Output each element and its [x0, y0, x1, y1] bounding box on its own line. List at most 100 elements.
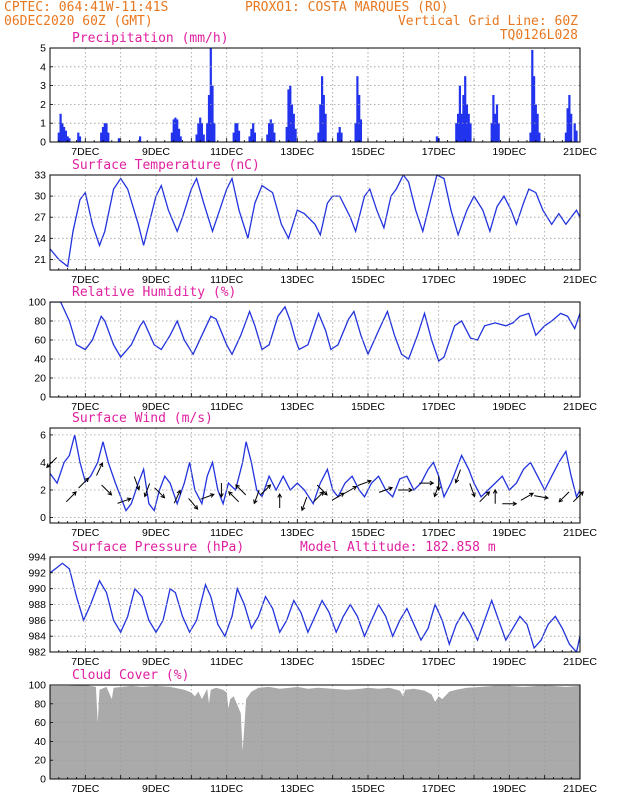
x-tick-label: 9DEC — [142, 146, 170, 158]
temperature-ticks — [58, 266, 572, 270]
x-tick-label: 9DEC — [142, 401, 170, 413]
y-tick-label: 994 — [28, 552, 46, 564]
y-tick-label: 990 — [28, 583, 46, 595]
y-tick-label: 80 — [34, 698, 46, 710]
temperature-data — [50, 175, 580, 268]
wind-vector-arrow — [277, 492, 283, 508]
cloud-cover-data — [50, 685, 580, 779]
pressure-panel: 982 984 986 988 990 992 994 7DEC 9DEC 11DEC 13DEC 1… — [28, 540, 597, 668]
precip-bar — [492, 95, 495, 142]
precip-bar — [268, 123, 271, 142]
precip-bar — [66, 136, 69, 142]
y-tick-label: 992 — [28, 567, 46, 579]
wind-vector-arrow — [218, 483, 224, 499]
precip-bar — [317, 132, 320, 142]
precip-bar — [177, 128, 181, 142]
precip-bar — [322, 95, 325, 142]
humidity-ticks — [58, 393, 572, 397]
header-station-name: PROXO1: COSTA MARQUES (RO) — [245, 0, 449, 15]
precip-bar — [206, 123, 209, 142]
x-tick-label: 13DEC — [280, 146, 314, 158]
precip-bar — [321, 76, 324, 142]
precip-bar — [564, 132, 567, 142]
precip-bar — [495, 104, 499, 142]
precip-bar — [460, 113, 463, 142]
wind-vector-arrow — [436, 476, 442, 492]
wind-vector-arrow — [419, 480, 435, 486]
precip-bar — [176, 119, 179, 142]
precip-bar — [172, 119, 175, 142]
wind-vector-arrow — [133, 476, 141, 491]
wind-title: Surface Wind (m/s) — [72, 411, 213, 426]
header-model-id: TQ0126L028 — [500, 28, 578, 43]
precip-bar — [289, 85, 292, 142]
x-tick-label: 19DEC — [492, 146, 526, 158]
humidity-panel: 0 20 40 60 80 100 7DEC 9DEC 11DEC 13DEC 15DEC 17DEC… — [28, 285, 597, 413]
x-tick-label: 9DEC — [142, 783, 170, 795]
y-tick-label: 60 — [34, 335, 46, 347]
y-tick-label: 982 — [28, 647, 46, 659]
y-tick-label: 0 — [40, 512, 46, 524]
wind-vector-arrow — [378, 486, 394, 493]
precipitation-panel: 0 1 2 3 4 5 7DEC 9DEC 11DEC 13DEC 15DEC 17DEC 19DEC 2… — [40, 31, 597, 158]
precip-bar — [359, 119, 362, 142]
wind-series-line — [50, 434, 580, 513]
precip-bar — [354, 123, 357, 142]
y-tick-label: 27 — [34, 212, 46, 224]
wind-plot-area — [50, 428, 580, 523]
precip-bar — [319, 104, 322, 142]
precip-bar — [103, 123, 106, 142]
y-tick-label: 24 — [34, 233, 46, 245]
precip-bar — [271, 123, 274, 142]
precip-bar — [105, 123, 108, 142]
precipitation-ticks — [58, 138, 572, 142]
wind-vector-arrow — [78, 477, 90, 489]
wind-vector-arrow — [534, 495, 550, 500]
cloud-cover-ticks — [58, 775, 572, 779]
model-altitude-annotation: Model Altitude: 182.858 m — [300, 540, 496, 555]
precip-bar — [202, 134, 205, 142]
precip-bar — [458, 85, 461, 142]
wind-vector-arrow — [173, 489, 181, 504]
y-tick-label: 4 — [40, 61, 46, 73]
precip-bar — [269, 119, 272, 142]
temperature-plot-area — [50, 175, 580, 270]
temperature-title: Surface Temperature (nC) — [72, 158, 260, 173]
precip-bar — [290, 104, 294, 142]
wind-vector-arrow — [558, 491, 570, 503]
x-tick-label: 7DEC — [71, 783, 99, 795]
precip-bar — [533, 76, 536, 142]
x-tick-label: 11DEC — [210, 527, 243, 539]
precip-bar — [285, 127, 288, 142]
y-tick-label: 988 — [28, 599, 46, 611]
x-tick-label: 17DEC — [422, 401, 456, 413]
wind-vector-arrow — [502, 501, 518, 507]
precip-bar — [324, 113, 327, 142]
wind-vector-arrow — [154, 487, 166, 499]
x-tick-label: 15DEC — [351, 401, 385, 413]
temperature-gridlines — [50, 175, 580, 270]
x-tick-label: 9DEC — [142, 527, 170, 539]
y-tick-label: 40 — [34, 736, 46, 748]
wind-vector-arrow — [331, 492, 345, 501]
humidity-data — [50, 302, 580, 362]
x-tick-label: 7DEC — [71, 656, 99, 668]
wind-vector-arrow — [357, 479, 372, 486]
x-tick-label: 11DEC — [210, 783, 243, 795]
x-tick-label: 11DEC — [210, 274, 243, 286]
precip-bar — [234, 123, 237, 142]
precip-bar — [209, 48, 212, 142]
cloud-cover-title: Cloud Cover (%) — [72, 668, 189, 683]
precip-bar — [57, 132, 60, 142]
pressure-title: Surface Pressure (hPa) — [72, 540, 244, 555]
precipitation-title: Precipitation (mm/h) — [72, 31, 229, 46]
humidity-plot-area — [50, 302, 580, 397]
wind-vector-arrow — [200, 493, 215, 500]
x-tick-label: 17DEC — [422, 527, 456, 539]
x-tick-label: 19DEC — [492, 401, 526, 413]
precip-bar — [292, 113, 295, 142]
wind-vector-arrow — [492, 488, 498, 504]
y-tick-label: 2 — [40, 99, 46, 111]
precip-bar — [170, 132, 173, 142]
